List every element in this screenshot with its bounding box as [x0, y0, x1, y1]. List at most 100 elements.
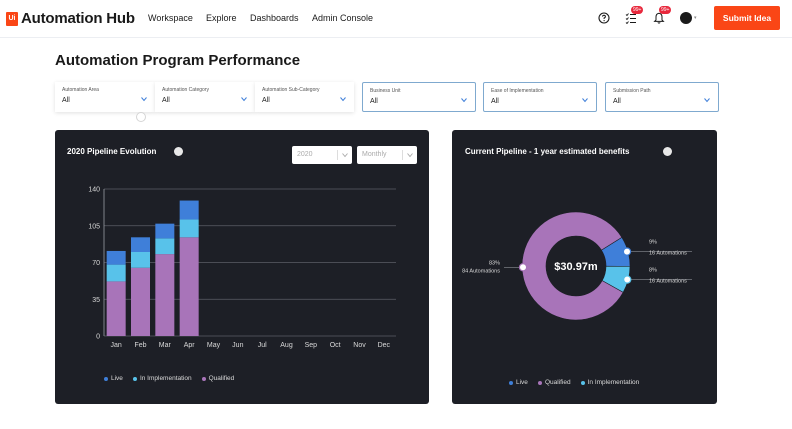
user-avatar[interactable]: [680, 12, 692, 24]
filter-automation-area[interactable]: Automation Area All: [55, 82, 155, 112]
info-icon[interactable]: [174, 147, 183, 156]
legend-swatch: [537, 380, 542, 385]
bar-segment-qualified[interactable]: [131, 267, 150, 336]
bar-segment-in-implementation[interactable]: [179, 219, 199, 238]
filter-value: All: [613, 98, 621, 105]
task-list-icon: [625, 13, 636, 24]
pipeline-evolution-panel: 2020 Pipeline Evolution 2020 Monthly 0 35…: [55, 130, 429, 404]
callout-percent: 8%: [649, 268, 657, 274]
filter-automation-sub-category[interactable]: Automation Sub-Category All: [255, 82, 354, 112]
bell-icon: [653, 12, 665, 24]
select-divider: [337, 150, 338, 160]
app-logo[interactable]: Ui Automation Hub: [6, 10, 135, 27]
notifications-badge: 99+: [659, 6, 672, 14]
legend-swatch: [509, 380, 513, 385]
bar-segment-live[interactable]: [131, 237, 150, 252]
bar-segment-qualified[interactable]: [106, 281, 126, 336]
callout-detail: 84 Automations: [462, 268, 500, 274]
x-tick-label: Apr: [184, 342, 196, 349]
x-tick-label: Oct: [330, 342, 341, 349]
submit-idea-button[interactable]: Submit Idea: [714, 6, 780, 30]
chevron-down-icon[interactable]: ▾: [694, 15, 697, 21]
filter-label: Automation Sub-Category: [262, 87, 320, 93]
current-pipeline-panel: Current Pipeline - 1 year estimated bene…: [452, 130, 717, 404]
filter-label: Ease of Implementation: [491, 88, 544, 94]
legend-label: In Implementation: [139, 375, 192, 382]
x-tick-label: Jul: [258, 342, 267, 349]
x-tick-label: Nov: [353, 342, 366, 349]
filter-submission-path[interactable]: Submission Path All: [605, 82, 719, 112]
filter-label: Automation Category: [162, 87, 209, 93]
legend-label: Live: [516, 379, 528, 386]
y-tick-label: 105: [88, 223, 100, 230]
chevron-down-icon: [342, 153, 348, 158]
tasks-badge: 99+: [631, 6, 644, 14]
filter-ease-of-implementation[interactable]: Ease of Implementation All: [483, 82, 597, 112]
period-select[interactable]: Monthly: [357, 146, 417, 164]
x-tick-label: Jun: [232, 342, 243, 349]
year-select-value: 2020: [297, 151, 313, 158]
info-icon[interactable]: [663, 147, 672, 156]
donut-center-value: $30.97m: [554, 261, 598, 273]
notifications-button[interactable]: 99+: [651, 6, 672, 26]
benefits-donut-chart: $30.97m 83% 84 Automations 9% 16 Automations…: [462, 211, 692, 321]
donut-marker[interactable]: [622, 247, 632, 256]
legend-swatch: [201, 376, 206, 381]
legend-item-qualified[interactable]: Qualified: [201, 375, 234, 382]
legend-item-live[interactable]: Live: [104, 375, 123, 382]
bar-segment-in-implementation[interactable]: [155, 238, 175, 255]
question-circle-icon: [598, 12, 610, 24]
panel-title: 2020 Pipeline Evolution: [67, 147, 157, 156]
period-select-value: Monthly: [362, 151, 387, 158]
legend-item-qualified[interactable]: Qualified: [537, 379, 571, 386]
chevron-down-icon: [582, 98, 588, 103]
help-button[interactable]: [596, 10, 612, 26]
legend-label: Live: [111, 375, 123, 382]
chevron-down-icon: [340, 97, 346, 102]
tasks-button[interactable]: 99+: [623, 6, 644, 26]
bar-segment-qualified[interactable]: [155, 254, 175, 336]
panel-title: Current Pipeline - 1 year estimated bene…: [465, 147, 630, 156]
year-select[interactable]: 2020: [292, 146, 352, 164]
bar-segment-live[interactable]: [179, 200, 199, 220]
x-tick-label: Jan: [111, 342, 122, 349]
chevron-down-icon: [407, 153, 413, 158]
x-tick-label: Mar: [159, 342, 172, 349]
callout-percent: 9%: [649, 240, 657, 246]
uipath-logo-mark: Ui: [6, 11, 18, 26]
donut-marker[interactable]: [518, 263, 528, 272]
top-bar: Ui Automation Hub Workspace Explore Dash…: [0, 0, 792, 38]
donut-marker[interactable]: [623, 275, 632, 284]
y-tick-label: 140: [88, 187, 100, 194]
callout-percent: 83%: [489, 260, 500, 266]
legend-label: In Implementation: [587, 379, 640, 386]
bar-segment-in-implementation[interactable]: [131, 252, 150, 268]
legend-item-in-implementation[interactable]: In Implementation: [132, 375, 192, 382]
nav-dashboards[interactable]: Dashboards: [250, 13, 299, 23]
pipeline-bar-chart: 0 35 70 105 140 Jan Feb Mar Apr May Jun Jul Aug Sep Oc…: [88, 187, 396, 349]
nav-explore[interactable]: Explore: [206, 13, 237, 23]
bar-segment-in-implementation[interactable]: [106, 264, 126, 282]
legend-swatch: [580, 380, 585, 385]
scroll-indicator: [136, 112, 146, 122]
chevron-down-icon: [141, 97, 147, 102]
y-tick-label: 0: [96, 334, 100, 341]
chevron-down-icon: [461, 98, 467, 103]
bar-segment-live[interactable]: [155, 223, 175, 239]
filter-label: Business Unit: [370, 88, 401, 94]
legend-item-in-implementation[interactable]: In Implementation: [580, 379, 640, 386]
x-tick-label: Aug: [280, 342, 293, 349]
y-tick-label: 35: [92, 297, 100, 304]
x-tick-label: May: [207, 342, 221, 349]
donut-slice-qualified[interactable]: [521, 211, 624, 321]
bar-segment-qualified[interactable]: [179, 237, 199, 336]
legend-label: Qualified: [544, 379, 571, 386]
x-tick-label: Dec: [378, 342, 391, 349]
filter-automation-category[interactable]: Automation Category All: [155, 82, 255, 112]
nav-workspace[interactable]: Workspace: [148, 13, 193, 23]
bar-segment-live[interactable]: [106, 250, 126, 265]
chevron-down-icon: [241, 97, 247, 102]
nav-admin-console[interactable]: Admin Console: [312, 13, 374, 23]
legend-item-live[interactable]: Live: [509, 379, 528, 386]
filter-business-unit[interactable]: Business Unit All: [362, 82, 476, 112]
